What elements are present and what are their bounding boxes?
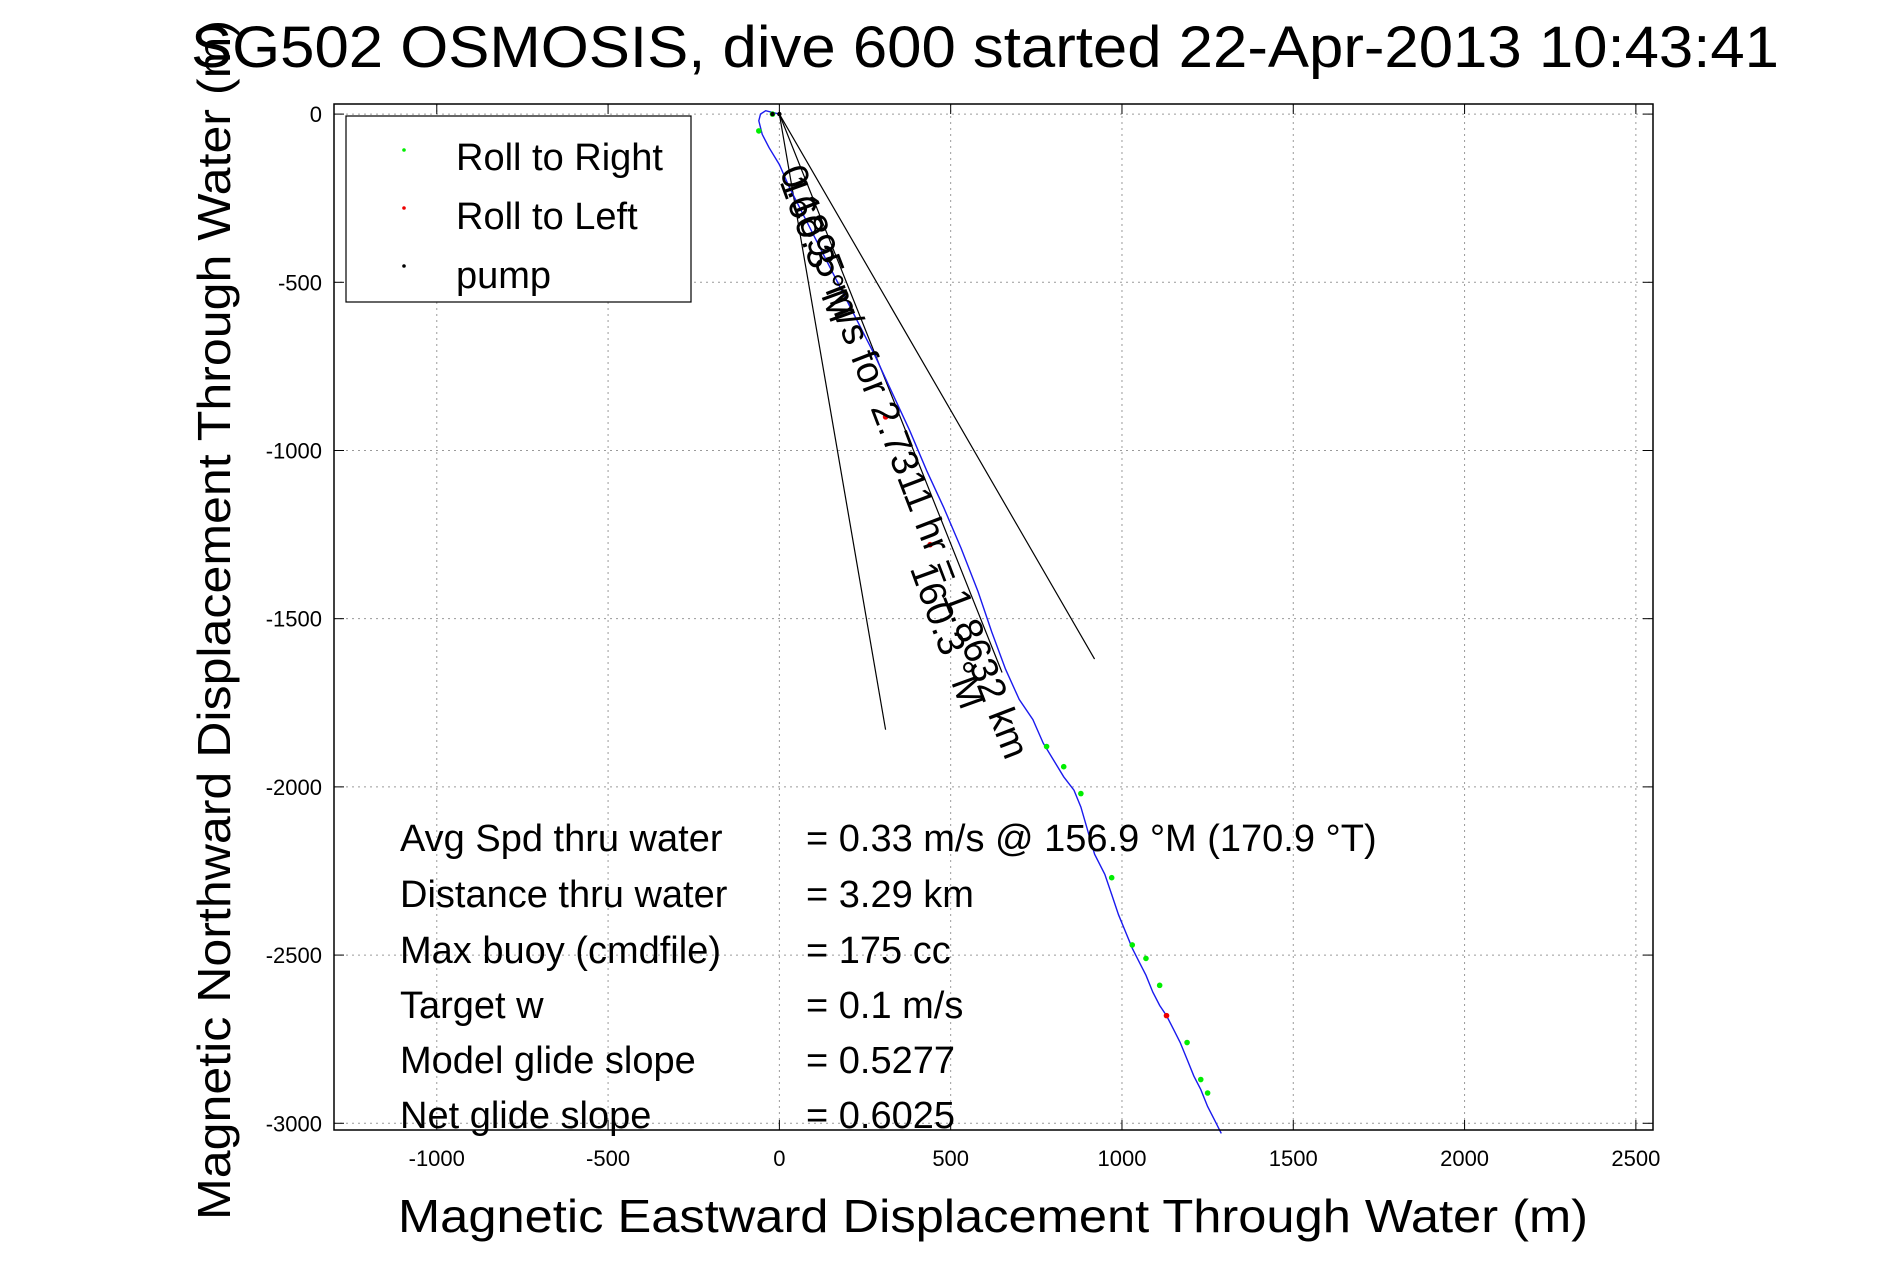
- roll-right-point: [1197, 1076, 1204, 1083]
- x-tick-label: -500: [586, 1146, 630, 1171]
- x-tick-label: 0: [773, 1146, 785, 1171]
- stat-value: = 0.33 m/s @ 156.9 °M (170.9 °T): [806, 818, 1377, 860]
- roll-right-point: [1060, 763, 1067, 770]
- y-tick-label: -1500: [266, 607, 322, 632]
- roll-right-point: [1108, 874, 1115, 881]
- x-axis-label: Magnetic Eastward Displacement Through W…: [398, 1190, 1588, 1242]
- legend-marker-pump: [402, 264, 406, 268]
- x-tick-label: 500: [932, 1146, 969, 1171]
- heading-lines: [778, 113, 1096, 730]
- y-tick-label: -500: [278, 270, 322, 295]
- pump-point: [777, 111, 782, 117]
- y-tick-label: -2500: [266, 943, 322, 968]
- stat-value: = 0.6025: [806, 1095, 955, 1137]
- stat-value: = 3.29 km: [806, 874, 974, 916]
- roll-right-point: [1078, 790, 1084, 797]
- x-axis-ticks: -1000 -500 0 500 1000 1500 2000 2500: [409, 104, 1660, 1171]
- legend-marker-roll-left: [402, 206, 406, 210]
- stat-label: Distance thru water: [400, 874, 728, 916]
- roll-right-point: [1043, 743, 1050, 750]
- roll-right-point: [1184, 1039, 1190, 1046]
- stat-value: = 175 cc: [806, 930, 951, 972]
- chart-title: SG502 OSMOSIS, dive 600 started 22-Apr-2…: [191, 15, 1779, 80]
- legend: Roll to Right Roll to Left pump: [345, 115, 692, 303]
- stat-label: Avg Spd thru water: [400, 818, 723, 860]
- roll-right-point: [756, 128, 762, 134]
- y-axis-ticks: 0 -500 -1000 -1500 -2000 -2500 -3000: [266, 102, 1653, 1136]
- y-tick-label: -2000: [266, 775, 322, 800]
- stat-value: = 0.5277: [806, 1040, 955, 1082]
- roll-left-point: [1163, 1012, 1170, 1019]
- plot-frame: [333, 103, 1654, 1131]
- legend-label-roll-left: Roll to Left: [456, 196, 638, 238]
- stat-label: Model glide slope: [400, 1040, 696, 1082]
- y-tick-label: -1000: [266, 438, 322, 463]
- legend-label-roll-right: Roll to Right: [456, 137, 663, 179]
- pump-point: [770, 111, 775, 117]
- x-tick-label: -1000: [409, 1146, 465, 1171]
- roll-markers: [756, 111, 1211, 1096]
- x-tick-label: 2500: [1611, 1146, 1660, 1171]
- roll-left-point: [882, 414, 889, 420]
- heading-line: [778, 113, 1096, 660]
- roll-left-point: [927, 541, 933, 548]
- legend-marker-roll-right: [402, 148, 406, 152]
- heading-line: [778, 113, 1003, 673]
- legend-label-pump: pump: [456, 255, 551, 297]
- x-tick-label: 1500: [1269, 1146, 1318, 1171]
- stat-label: Net glide slope: [400, 1095, 651, 1137]
- roll-right-point: [1204, 1090, 1211, 1096]
- stat-label: Target w: [400, 985, 544, 1027]
- y-tick-label: -3000: [266, 1111, 322, 1136]
- roll-right-point: [1129, 942, 1136, 948]
- x-tick-label: 1000: [1097, 1146, 1146, 1171]
- y-axis-label: Magnetic Northward Displacement Through …: [188, 20, 240, 1220]
- roll-right-point: [1143, 955, 1149, 962]
- stat-value: = 0.1 m/s: [806, 985, 963, 1027]
- stat-label: Max buoy (cmdfile): [400, 930, 721, 972]
- dive-stats: Avg Spd thru water = 0.33 m/s @ 156.9 °M …: [400, 818, 1377, 1137]
- grid-lines: [334, 104, 1653, 1130]
- x-tick-label: 2000: [1440, 1146, 1489, 1171]
- heading-line: [778, 113, 887, 730]
- roll-right-point: [1156, 982, 1163, 989]
- y-tick-label: 0: [310, 102, 322, 127]
